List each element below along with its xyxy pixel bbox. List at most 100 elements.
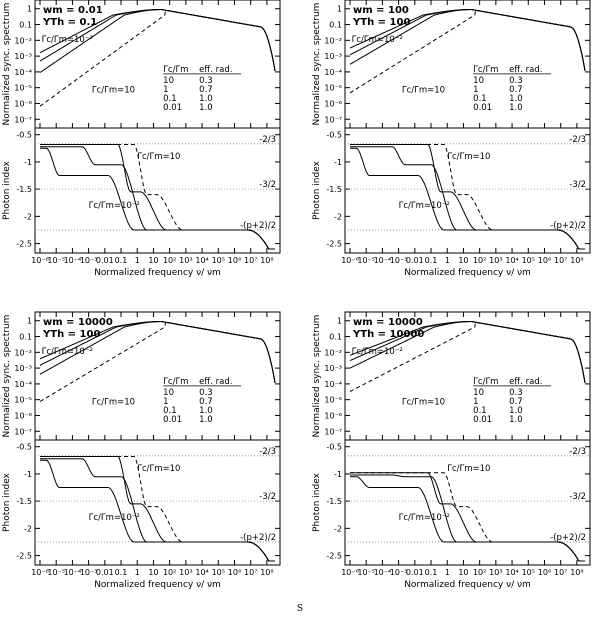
index-ytick-label: -2.5 bbox=[326, 240, 342, 249]
index-y-axis-label: Photon index bbox=[312, 472, 322, 532]
x-axis-label: Normalized frequency ν/ νm bbox=[94, 580, 221, 590]
xtick-label: 10⁵ bbox=[522, 568, 535, 577]
xtick-label: 10⁷ bbox=[244, 568, 257, 577]
table-cell: 1.0 bbox=[199, 406, 213, 416]
xtick-label: 1 bbox=[445, 256, 450, 265]
index-ytick-label: -0.5 bbox=[326, 443, 342, 452]
xtick-label: 10² bbox=[473, 568, 486, 577]
spectrum-ytick-label: 10⁻⁴ bbox=[324, 380, 342, 389]
index-curve bbox=[40, 459, 275, 562]
xtick-label: 10⁻⁴ bbox=[374, 568, 392, 577]
spectrum-ytick-label: 10⁻⁴ bbox=[14, 380, 32, 389]
spectrum-ytick-label: 10⁻⁷ bbox=[14, 115, 32, 124]
xtick-label: 0.1 bbox=[425, 568, 438, 577]
spectrum-ytick-label: 10⁻⁴ bbox=[14, 68, 32, 77]
spectrum-curve bbox=[349, 9, 586, 71]
table-header: eff. rad. bbox=[199, 65, 232, 75]
xtick-label: 10⁻⁴ bbox=[64, 568, 82, 577]
spectrum-ytick-label: 0.1 bbox=[329, 333, 342, 342]
index-curve bbox=[350, 472, 585, 562]
table-cell: 0.7 bbox=[199, 85, 213, 95]
spectrum-y-axis-label: Normalized sync. spectrum bbox=[2, 315, 12, 438]
table-cell: 0.01 bbox=[163, 415, 182, 425]
spectrum-y-axis-label: Normalized sync. spectrum bbox=[312, 315, 322, 438]
xtick-label: 10⁴ bbox=[505, 568, 518, 577]
xtick-label: 0.01 bbox=[406, 568, 424, 577]
index-ytick-label: -2.5 bbox=[326, 552, 342, 561]
index-curve-label-lower: Γc/Γm=10⁻² bbox=[399, 513, 450, 523]
spectrum-ytick-label: 10⁻⁵ bbox=[324, 84, 342, 93]
index-curve-label-lower: Γc/Γm=10⁻² bbox=[89, 201, 140, 211]
index-ytick-label: -1 bbox=[334, 158, 342, 167]
xtick-label: 10⁻⁶ bbox=[31, 568, 49, 577]
spectrum-ytick-label: 10⁻³ bbox=[14, 52, 32, 61]
index-curve-label-lower: Γc/Γm=10⁻² bbox=[399, 201, 450, 211]
xtick-label: 10⁷ bbox=[244, 256, 257, 265]
table-cell: 10 bbox=[473, 76, 484, 86]
panel-title-w: wm = 0.01 bbox=[43, 5, 103, 16]
index-ytick-label: -1.5 bbox=[16, 497, 32, 506]
spectrum-ytick-label: 10⁻⁴ bbox=[324, 68, 342, 77]
table-cell: 1.0 bbox=[509, 94, 523, 104]
spectrum-ytick-label: 10⁻⁵ bbox=[14, 84, 32, 93]
xtick-label: 10⁻⁶ bbox=[341, 256, 359, 265]
xtick-label: 10⁸ bbox=[260, 256, 273, 265]
spectrum-y-axis-label: Normalized sync. spectrum bbox=[2, 3, 12, 126]
xtick-label: 10 bbox=[458, 568, 468, 577]
index-curve bbox=[350, 476, 585, 562]
xtick-label: 10² bbox=[163, 256, 176, 265]
index-curve bbox=[350, 472, 585, 562]
table-cell: 0.1 bbox=[163, 94, 177, 104]
xtick-label: 10³ bbox=[489, 256, 502, 265]
panel-3: 10.110⁻²10⁻³10⁻⁴10⁻⁵10⁻⁶10⁻⁷-0.5-1-1.5-2… bbox=[2, 311, 281, 590]
spectrum-ytick-label: 10⁻³ bbox=[324, 364, 342, 373]
table-cell: 1.0 bbox=[199, 415, 213, 425]
table-header: Γc/Γm bbox=[163, 377, 188, 387]
table-cell: 0.01 bbox=[163, 103, 182, 113]
xtick-label: 10⁴ bbox=[195, 568, 208, 577]
spectrum-curve bbox=[349, 321, 586, 392]
xtick-label: 10⁸ bbox=[570, 568, 583, 577]
xtick-label: 10⁸ bbox=[570, 256, 583, 265]
xtick-label: 10⁻⁵ bbox=[47, 568, 65, 577]
guide-label: -2/3 bbox=[259, 135, 276, 145]
spectrum-y-axis-label: Normalized sync. spectrum bbox=[312, 3, 322, 126]
index-ytick-label: -0.5 bbox=[16, 131, 32, 140]
index-curve bbox=[350, 147, 585, 250]
spectrum-ytick-label: 10⁻³ bbox=[324, 52, 342, 61]
spectrum-ytick-label: 10⁻⁶ bbox=[324, 99, 342, 108]
xtick-label: 10⁵ bbox=[522, 256, 535, 265]
index-curve-label-upper: Γc/Γm=10 bbox=[137, 464, 180, 474]
xtick-label: 0.01 bbox=[406, 256, 424, 265]
index-ytick-label: -1 bbox=[24, 158, 32, 167]
table-header: eff. rad. bbox=[199, 377, 232, 387]
index-y-axis-label: Photon index bbox=[2, 472, 12, 532]
guide-label: -(p+2)/2 bbox=[550, 221, 586, 231]
xtick-label: 10⁻⁶ bbox=[31, 256, 49, 265]
xtick-label: 10⁷ bbox=[554, 256, 567, 265]
table-cell: 1.0 bbox=[199, 94, 213, 104]
xtick-label: 10⁸ bbox=[260, 568, 273, 577]
xtick-label: 0.1 bbox=[115, 568, 128, 577]
table-cell: 1 bbox=[473, 85, 478, 95]
index-ytick-label: -2.5 bbox=[16, 552, 32, 561]
spectrum-curve-label-lower: Γc/Γm=10⁻² bbox=[352, 35, 403, 45]
spectrum-ytick-label: 1 bbox=[337, 317, 342, 326]
table-cell: 0.1 bbox=[163, 406, 177, 416]
index-ytick-label: -2 bbox=[334, 524, 342, 533]
xtick-label: 10⁻⁴ bbox=[64, 256, 82, 265]
panel-title-y: YTh = 0.1 bbox=[42, 17, 97, 28]
index-ytick-label: -2 bbox=[24, 212, 32, 221]
table-cell: 0.1 bbox=[473, 94, 487, 104]
xtick-label: 10³ bbox=[179, 256, 192, 265]
xtick-label: 10³ bbox=[179, 568, 192, 577]
table-cell: 0.3 bbox=[509, 388, 523, 398]
spectrum-ytick-label: 10⁻⁶ bbox=[14, 411, 32, 420]
index-ytick-label: -2.5 bbox=[16, 240, 32, 249]
spectrum-ytick-label: 0.1 bbox=[329, 21, 342, 30]
guide-label: -(p+2)/2 bbox=[240, 221, 276, 231]
guide-label: -2/3 bbox=[569, 447, 586, 457]
guide-label: -3/2 bbox=[259, 492, 276, 502]
xtick-label: 10⁻⁵ bbox=[357, 568, 375, 577]
table-cell: 1 bbox=[163, 397, 168, 407]
